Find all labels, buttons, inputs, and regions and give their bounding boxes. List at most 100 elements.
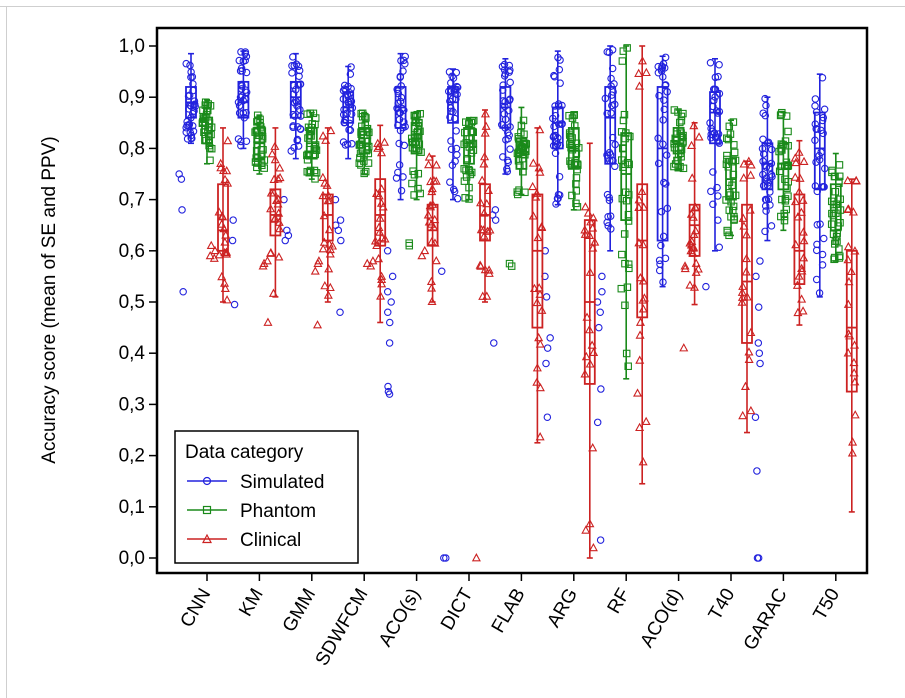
x-tick-label: RF <box>604 585 635 617</box>
data-point-simulated <box>763 139 772 147</box>
data-point-clinical <box>217 271 227 281</box>
data-point-simulated <box>452 95 460 103</box>
data-point-clinical <box>686 245 696 255</box>
plot-area-border <box>155 26 869 575</box>
data-point-phantom <box>257 146 266 154</box>
data-point-simulated <box>397 56 405 65</box>
data-point-clinical <box>850 410 860 419</box>
data-point-clinical <box>219 278 230 287</box>
outlier-point-simulated <box>755 349 764 357</box>
data-point-phantom <box>566 140 574 148</box>
data-point-clinical <box>216 163 226 172</box>
data-point-clinical <box>535 382 545 392</box>
data-point-phantom <box>311 150 319 159</box>
data-point-simulated <box>396 108 405 117</box>
data-point-simulated <box>818 261 827 269</box>
data-point-clinical <box>318 131 328 140</box>
data-point-clinical <box>639 293 649 302</box>
data-point-simulated <box>661 81 670 89</box>
data-point-clinical <box>744 354 754 364</box>
data-point-simulated <box>663 204 672 213</box>
data-point-clinical <box>637 186 647 196</box>
data-point-clinical <box>319 210 329 220</box>
legend-label-phantom: Phantom <box>240 501 316 522</box>
data-point-simulated <box>707 187 715 196</box>
data-point-simulated <box>185 121 193 130</box>
data-point-phantom <box>835 254 844 262</box>
data-point-simulated <box>242 68 251 77</box>
data-point-phantom <box>363 124 372 133</box>
data-point-simulated <box>759 150 768 158</box>
data-point-simulated <box>190 107 198 115</box>
data-point-simulated <box>182 59 190 68</box>
data-point-phantom <box>618 250 626 259</box>
data-point-simulated <box>709 168 717 176</box>
data-point-clinical <box>797 294 807 303</box>
data-point-clinical <box>273 194 283 203</box>
data-point-clinical <box>321 135 331 144</box>
data-point-clinical <box>217 219 227 228</box>
data-point-simulated <box>712 107 721 115</box>
data-point-clinical <box>275 223 285 233</box>
outlier-point-simulated <box>229 216 237 224</box>
data-point-simulated <box>190 97 199 105</box>
data-point-clinical <box>746 170 756 179</box>
data-point-phantom <box>304 134 312 142</box>
data-point-phantom <box>618 194 627 203</box>
data-point-simulated <box>706 119 714 127</box>
outlier-point-simulated <box>756 257 764 265</box>
data-point-simulated <box>505 61 514 70</box>
box-clinical <box>741 203 753 344</box>
data-point-clinical <box>318 190 328 200</box>
data-point-phantom <box>619 116 628 125</box>
data-point-simulated <box>186 61 194 70</box>
data-point-clinical <box>222 166 232 175</box>
data-point-phantom <box>783 162 792 171</box>
data-point-clinical <box>430 238 440 247</box>
data-point-clinical <box>427 183 437 193</box>
data-point-clinical <box>478 291 488 300</box>
data-point-clinical <box>792 280 802 289</box>
data-point-clinical <box>266 247 276 257</box>
data-point-simulated <box>812 275 821 284</box>
data-point-clinical <box>739 173 749 182</box>
data-point-simulated <box>663 88 671 96</box>
data-point-phantom <box>566 132 575 141</box>
data-point-clinical <box>588 542 598 552</box>
outlier-point-phantom <box>507 262 516 270</box>
data-point-phantom <box>828 166 836 175</box>
outlier-point-simulated <box>754 554 763 562</box>
data-point-phantom <box>778 108 786 117</box>
outlier-point-clinical <box>471 553 481 562</box>
legend-marker-simulated <box>202 476 212 486</box>
data-point-simulated <box>447 86 456 95</box>
data-point-simulated <box>294 123 302 131</box>
data-point-phantom <box>730 212 738 221</box>
outlier-point-clinical <box>205 250 215 260</box>
data-point-simulated <box>661 53 670 62</box>
data-point-phantom <box>626 132 634 141</box>
data-point-simulated <box>813 187 822 196</box>
figure-frame-left <box>6 6 7 698</box>
data-point-simulated <box>446 178 454 186</box>
data-point-phantom <box>623 159 632 167</box>
data-point-simulated <box>237 137 245 146</box>
data-point-simulated <box>818 250 827 259</box>
data-point-clinical <box>378 202 388 211</box>
data-point-clinical <box>846 266 856 275</box>
data-point-phantom <box>461 194 469 202</box>
data-point-clinical <box>588 213 598 222</box>
data-point-clinical <box>477 175 487 184</box>
x-tick-label: ACO(d) <box>637 585 687 651</box>
data-point-clinical <box>843 204 853 214</box>
data-point-simulated <box>234 98 243 107</box>
data-point-simulated <box>187 134 195 142</box>
data-point-phantom <box>408 179 416 188</box>
data-point-clinical <box>634 202 644 211</box>
data-point-clinical <box>481 121 491 130</box>
data-point-phantom <box>777 140 786 148</box>
data-point-simulated <box>821 164 829 173</box>
data-point-clinical <box>851 175 861 185</box>
data-point-phantom <box>311 175 319 183</box>
data-point-simulated <box>603 109 611 118</box>
